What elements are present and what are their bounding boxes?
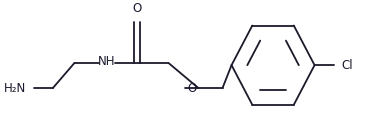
Text: O: O [132, 2, 142, 15]
Text: O: O [187, 82, 197, 94]
Text: NH: NH [98, 55, 116, 68]
Text: H₂N: H₂N [4, 82, 26, 94]
Text: Cl: Cl [341, 59, 352, 72]
